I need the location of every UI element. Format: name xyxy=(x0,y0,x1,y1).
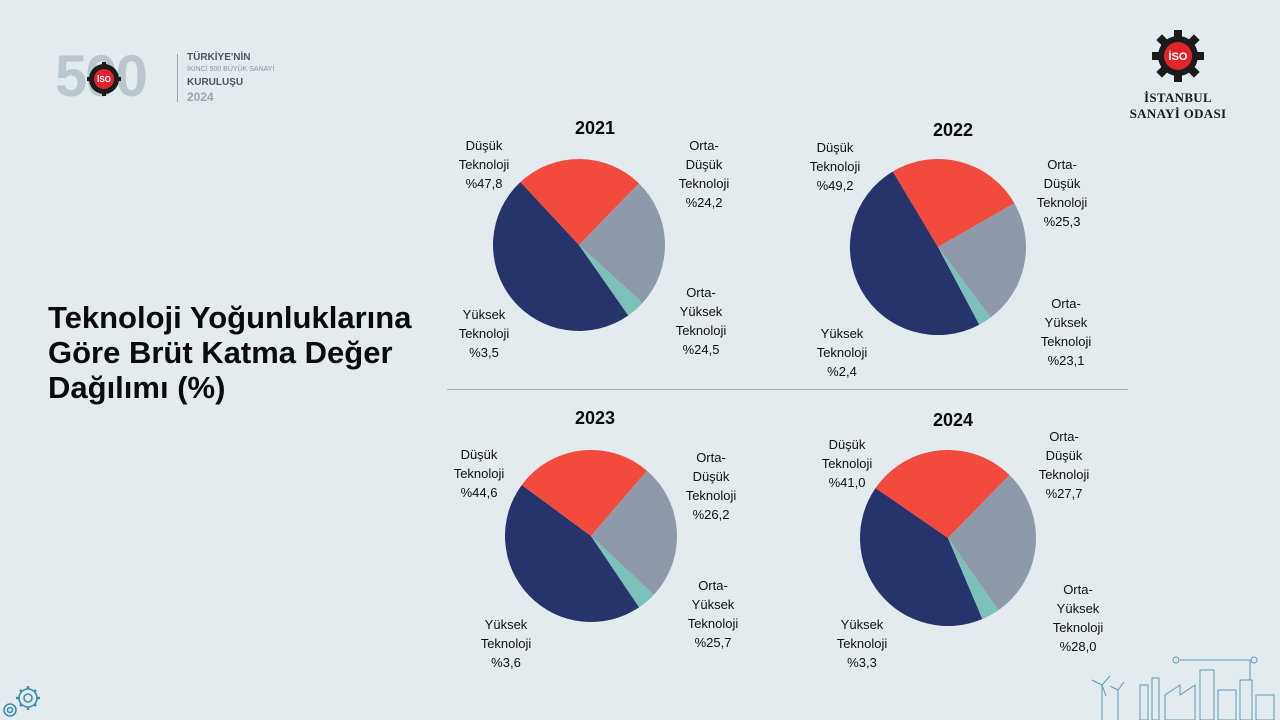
chart-2023-slice-orta-dusuk xyxy=(521,450,647,536)
chart-2022-label-orta-yuksek: Orta- Yüksek Teknoloji %23,1 xyxy=(1040,296,1092,368)
chart-2022-title: 2022 xyxy=(932,120,974,140)
logo-500-badge-text: İSO xyxy=(97,75,111,84)
gears-decoration-icon xyxy=(3,686,40,717)
logo-500-line4: 2024 xyxy=(187,90,214,104)
chart-2021-slice-yuksek xyxy=(579,245,643,316)
chart-2024-slice-dusuk xyxy=(860,488,983,626)
iso-logo-line2: SANAYİ ODASI xyxy=(1129,106,1227,121)
chart-2024-title: 2024 xyxy=(932,410,974,430)
chart-2021-label-orta-dusuk: Orta- Düşük Teknoloji %24,2 xyxy=(678,138,730,210)
chart-2023-label-orta-yuksek: Orta- Yüksek Teknoloji %25,7 xyxy=(687,578,739,650)
logo-500-line1: TÜRKİYE'NİN xyxy=(187,52,251,63)
iso-gear-logo-icon: İSO xyxy=(1152,30,1204,82)
chart-2021-label-dusuk: Düşük Teknoloji %47,8 xyxy=(458,138,510,191)
page-title: Teknoloji Yoğunluklarına Göre Brüt Katma… xyxy=(48,300,412,405)
chart-2021-title: 2021 xyxy=(574,118,616,138)
chart-2024-slice-orta-yuksek xyxy=(948,475,1036,611)
chart-2021-label-yuksek: Yüksek Teknoloji %3,5 xyxy=(458,307,510,360)
chart-separator xyxy=(447,389,1128,390)
logo-500: 500 İSO TÜRKİYE'NİN İKİNCİ 500 BÜYÜK SAN… xyxy=(55,48,285,108)
chart-2021-slice-dusuk xyxy=(492,182,629,332)
chart-2023-label-orta-dusuk: Orta- Düşük Teknoloji %26,2 xyxy=(685,450,737,522)
chart-2022-label-yuksek: Yüksek Teknoloji %2,4 xyxy=(816,326,868,379)
chart-2022-label-orta-dusuk: Orta- Düşük Teknoloji %25,3 xyxy=(1036,157,1088,229)
logo-500-line3: KURULUŞU xyxy=(187,77,244,88)
chart-2021-label-orta-yuksek: Orta- Yüksek Teknoloji %24,5 xyxy=(675,285,727,357)
chart-2021-slice-orta-yuksek xyxy=(579,183,666,303)
chart-2023-slice-dusuk xyxy=(505,484,640,622)
logo-500-line2: İKİNCİ 500 BÜYÜK SANAYİ xyxy=(187,66,275,73)
chart-2024-label-orta-yuksek: Orta- Yüksek Teknoloji %28,0 xyxy=(1052,582,1104,654)
chart-2022-slice-orta-yuksek xyxy=(938,203,1026,318)
chart-2023-slice-orta-yuksek xyxy=(591,470,677,595)
chart-2023-title: 2023 xyxy=(574,408,616,428)
iso-gear-icon: İSO xyxy=(87,62,121,96)
iso-logo: İSO İSTANBUL SANAYİ ODASI xyxy=(1118,30,1238,122)
chart-2022-slice-orta-dusuk xyxy=(892,158,1015,247)
chart-2024-slice-orta-dusuk xyxy=(875,449,1010,538)
chart-2021-slice-orta-dusuk xyxy=(520,159,639,245)
chart-2024-label-dusuk: Düşük Teknoloji %41,0 xyxy=(821,437,873,490)
chart-2022-slice-dusuk xyxy=(849,171,980,336)
chart-2024-label-yuksek: Yüksek Teknoloji %3,3 xyxy=(836,617,888,670)
iso-logo-badge-text: İSO xyxy=(1169,50,1188,63)
iso-logo-line1: İSTANBUL xyxy=(1144,90,1212,105)
chart-2024-label-orta-dusuk: Orta- Düşük Teknoloji %27,7 xyxy=(1038,429,1090,501)
chart-2023-label-dusuk: Düşük Teknoloji %44,6 xyxy=(453,447,505,500)
chart-2024-slice-yuksek xyxy=(948,538,999,619)
chart-2023-label-yuksek: Yüksek Teknoloji %3,6 xyxy=(480,617,532,670)
chart-2022-label-dusuk: Düşük Teknoloji %49,2 xyxy=(809,140,861,193)
chart-2023-slice-yuksek xyxy=(591,536,654,608)
industry-skyline-icon xyxy=(1091,656,1275,720)
logo-divider xyxy=(177,54,178,102)
chart-2022-slice-yuksek xyxy=(938,247,991,325)
